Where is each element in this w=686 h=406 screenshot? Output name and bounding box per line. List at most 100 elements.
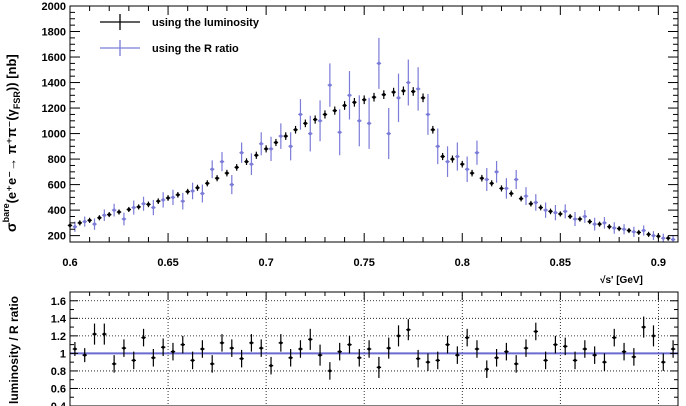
point-marker: [333, 109, 337, 113]
data-point: [533, 194, 539, 211]
point-marker: [323, 112, 327, 117]
ratio-marker: [181, 343, 185, 347]
point-marker: [254, 153, 258, 157]
point-marker: [347, 93, 352, 97]
data-point: [411, 87, 416, 96]
data-point: [366, 97, 372, 149]
legend: using the luminosity using the R ratio: [100, 14, 260, 56]
point-marker: [132, 205, 136, 210]
data-point: [244, 158, 249, 165]
ratio-y-tick-label: 1: [60, 348, 66, 360]
point-marker: [519, 197, 523, 201]
point-marker: [88, 218, 92, 222]
data-point: [572, 212, 578, 227]
ratio-point: [327, 362, 333, 380]
ratio-point: [229, 339, 235, 357]
data-point: [494, 160, 499, 183]
x-tick-label: 0.9: [651, 257, 666, 269]
point-marker: [539, 205, 543, 210]
ratio-point: [631, 348, 637, 366]
point-marker: [642, 228, 646, 233]
ratio-marker: [651, 334, 655, 338]
data-point: [111, 203, 117, 217]
point-marker: [240, 151, 244, 155]
data-point: [401, 86, 406, 96]
point-marker: [107, 212, 111, 217]
ratio-marker: [426, 360, 430, 364]
point-marker: [377, 61, 381, 66]
point-marker: [318, 119, 322, 123]
point-marker: [92, 222, 97, 226]
point-marker: [445, 160, 450, 164]
data-point: [92, 218, 97, 230]
point-marker: [396, 96, 401, 100]
data-point: [513, 169, 519, 190]
point-marker: [313, 117, 317, 122]
point-marker: [436, 144, 440, 148]
data-point: [558, 211, 563, 217]
ratio-point: [82, 348, 87, 363]
ratio-marker: [671, 347, 675, 351]
point-marker: [83, 219, 87, 224]
data-point: [332, 106, 337, 115]
ratio-marker: [367, 347, 371, 351]
data-point: [464, 156, 470, 183]
data-point: [357, 95, 362, 147]
data-point: [440, 152, 445, 161]
point-marker: [578, 217, 582, 221]
point-marker: [249, 162, 254, 166]
data-point: [170, 189, 176, 206]
ratio-marker: [495, 356, 499, 360]
ratio-marker: [377, 365, 381, 369]
ratio-marker: [328, 369, 332, 373]
data-point: [528, 200, 534, 207]
ratio-point: [484, 360, 489, 378]
ratio-marker: [230, 346, 234, 350]
point-marker: [411, 89, 415, 94]
point-marker: [563, 209, 567, 213]
data-point: [612, 222, 617, 234]
y-tick-label: 1400: [42, 78, 66, 90]
point-marker: [558, 212, 562, 216]
point-marker: [141, 202, 146, 206]
ratio-plot-frame: [69, 291, 679, 406]
data-point: [484, 168, 489, 191]
data-point: [592, 217, 597, 231]
data-point: [509, 190, 514, 197]
point-marker: [274, 140, 278, 145]
ratio-marker: [200, 347, 204, 351]
y-tick-label: 1800: [42, 27, 66, 39]
point-marker: [480, 176, 484, 180]
data-point: [582, 210, 588, 223]
ratio-marker: [573, 358, 577, 362]
ratio-point: [337, 342, 342, 361]
ratio-point: [621, 342, 627, 361]
point-marker: [666, 236, 670, 240]
y-tick-label: 200: [48, 231, 66, 243]
data-point: [641, 225, 646, 236]
data-point: [646, 231, 651, 237]
ratio-point: [151, 349, 156, 367]
data-point: [621, 224, 627, 235]
ratio-marker: [622, 350, 626, 354]
point-marker: [637, 230, 641, 235]
ratio-marker: [279, 341, 283, 345]
point-marker: [455, 154, 459, 159]
ratio-marker: [436, 358, 440, 362]
ratio-marker: [455, 353, 459, 357]
data-point: [376, 37, 382, 89]
ylabel-superscript: bare: [1, 203, 11, 222]
data-point: [425, 94, 431, 135]
ratio-point: [494, 349, 499, 367]
point-marker: [264, 147, 268, 151]
point-marker: [372, 95, 376, 99]
point-marker: [357, 119, 361, 123]
ratio-marker: [102, 332, 106, 336]
ratio-marker: [485, 367, 489, 371]
point-marker: [524, 194, 528, 198]
data-point: [278, 123, 284, 149]
ratio-marker: [249, 341, 253, 345]
ratio-y-tick-label: 1.6: [51, 296, 66, 308]
ratio-marker: [338, 350, 342, 354]
